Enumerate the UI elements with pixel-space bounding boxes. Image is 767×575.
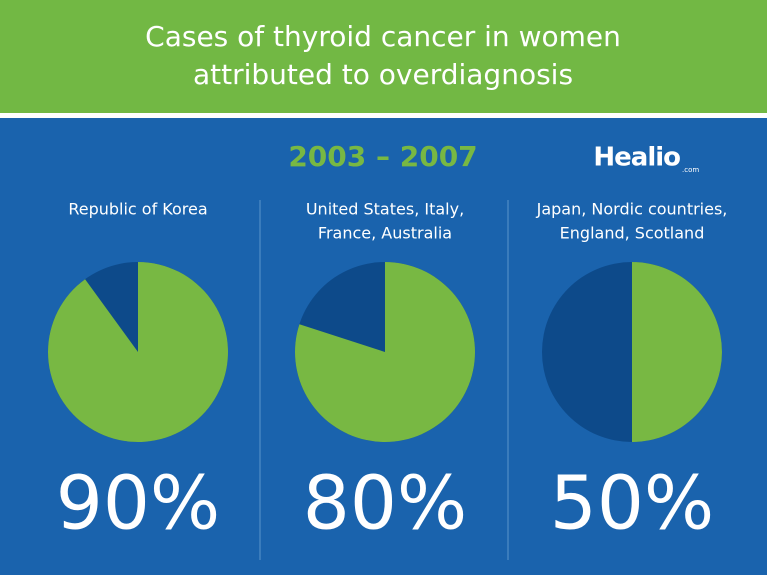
region-label: England, Scotland — [560, 224, 705, 243]
pie-slice — [295, 262, 476, 442]
header-rule — [0, 113, 767, 118]
title-line: attributed to overdiagnosis — [193, 58, 573, 91]
logo: Healio — [593, 143, 680, 173]
pie-slice — [632, 262, 722, 442]
value-label: 90% — [56, 461, 220, 547]
period: 2003 – 2007 — [288, 140, 477, 173]
value-label: 80% — [303, 461, 467, 547]
region-label: United States, Italy, — [306, 200, 464, 219]
region-label: Japan, Nordic countries, — [536, 200, 728, 219]
logo-suffix: .com — [682, 166, 699, 174]
region-label: France, Australia — [318, 224, 452, 243]
title-line: Cases of thyroid cancer in women — [145, 20, 621, 53]
pie-slice — [48, 262, 229, 443]
value-label: 50% — [550, 461, 714, 547]
region-label: Republic of Korea — [68, 200, 207, 219]
header-band — [0, 0, 767, 113]
